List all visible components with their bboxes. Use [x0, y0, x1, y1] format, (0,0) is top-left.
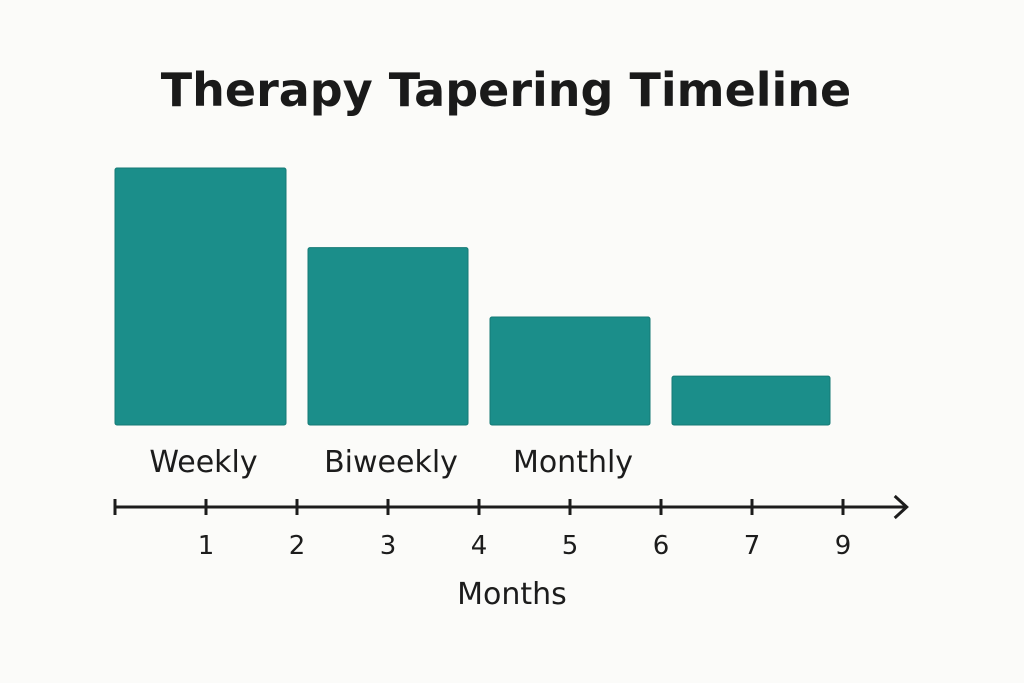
bar-biweekly	[307, 247, 469, 426]
chart-title: Therapy Tapering Timeline	[161, 63, 852, 117]
category-labels-group: Weekly Biweekly Monthly	[149, 445, 633, 480]
x-axis-arrow-icon	[893, 494, 909, 520]
tick-label-5: 5	[562, 531, 579, 561]
bar-monthly	[489, 316, 651, 426]
bar-weekly	[114, 167, 287, 426]
tick-label-2: 2	[289, 531, 306, 561]
x-axis	[115, 494, 909, 520]
tick-label-4: 4	[471, 531, 488, 561]
category-label-monthly: Monthly	[513, 445, 633, 480]
x-axis-ticks-group: 1 2 3 4 5 6 7 9	[113, 499, 852, 561]
category-label-biweekly: Biweekly	[324, 445, 458, 480]
tick-label-1: 1	[198, 531, 215, 561]
x-axis-label: Months	[457, 577, 567, 612]
tick-label-3: 3	[380, 531, 397, 561]
bar-final	[671, 375, 831, 426]
category-label-weekly: Weekly	[149, 445, 257, 480]
tick-label-6: 6	[653, 531, 670, 561]
tick-label-9: 9	[835, 531, 852, 561]
bars-group	[114, 167, 831, 426]
tick-label-7: 7	[744, 531, 761, 561]
